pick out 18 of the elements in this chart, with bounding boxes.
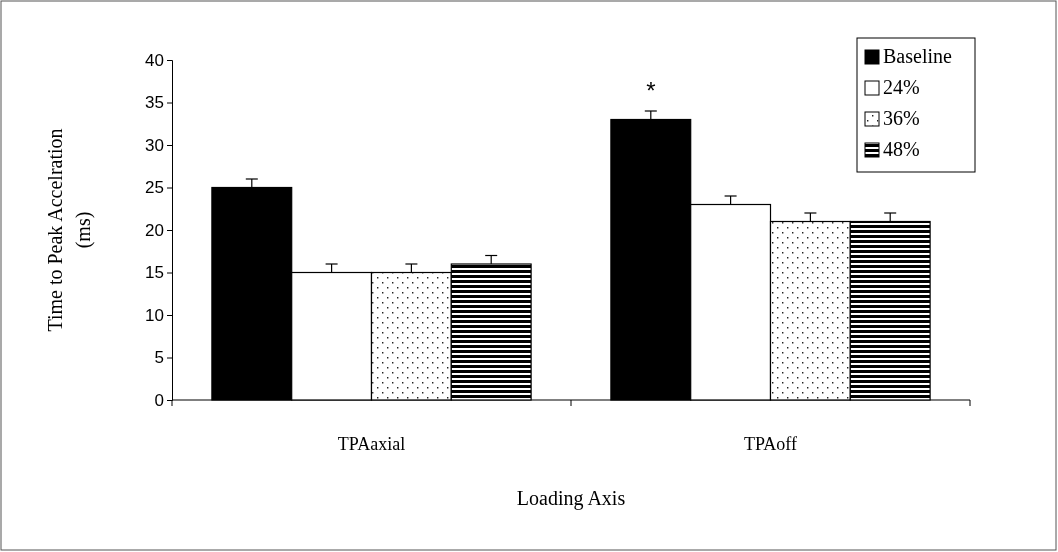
y-tick-label: 5 [154, 348, 164, 368]
legend-label: 24% [883, 76, 920, 98]
y-tick-label: 25 [145, 178, 164, 198]
annotation: * [646, 77, 656, 104]
y-tick-label: 30 [145, 135, 164, 155]
legend-label: 36% [883, 107, 920, 129]
legend-label: 48% [883, 138, 920, 160]
x-axis-title: Loading Axis [516, 487, 626, 510]
y-tick-label: 10 [145, 305, 164, 325]
y-tick-label: 20 [145, 220, 164, 240]
x-tick-label: TPAoff [743, 434, 798, 454]
y-tick-label: 0 [154, 390, 164, 410]
y-tick-label: 35 [145, 93, 164, 113]
x-tick-label: TPAaxial [337, 434, 406, 454]
y-tick-label: 40 [145, 50, 164, 70]
legend-label: Baseline [883, 45, 952, 67]
y-axis-title: Time to Peak Accelration (ms) [44, 128, 95, 332]
y-tick-label: 15 [145, 263, 164, 283]
